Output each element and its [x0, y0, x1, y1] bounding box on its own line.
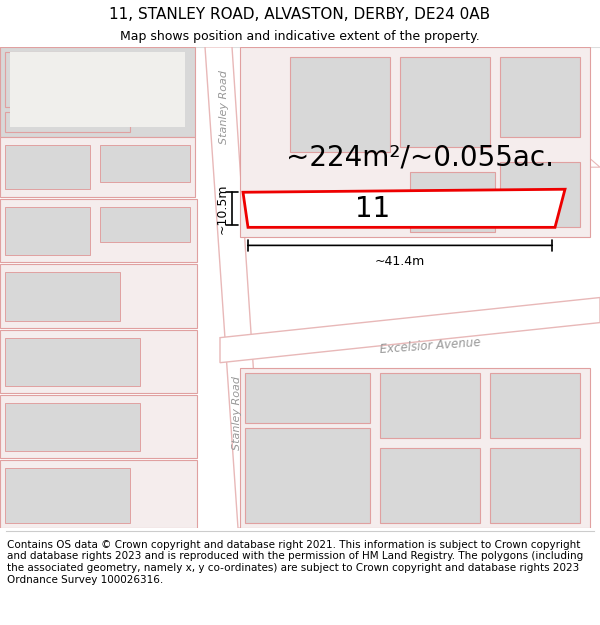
Polygon shape [500, 162, 580, 228]
Polygon shape [5, 112, 130, 132]
Polygon shape [380, 448, 480, 523]
Text: Contains OS data © Crown copyright and database right 2021. This information is : Contains OS data © Crown copyright and d… [7, 540, 583, 584]
Polygon shape [5, 272, 120, 321]
Text: ~41.4m: ~41.4m [375, 256, 425, 268]
Polygon shape [0, 137, 195, 198]
Polygon shape [245, 428, 370, 523]
Text: Stanley Road: Stanley Road [232, 376, 242, 450]
Polygon shape [500, 57, 580, 137]
Polygon shape [245, 372, 370, 423]
Polygon shape [0, 47, 195, 137]
Polygon shape [205, 47, 264, 528]
Polygon shape [0, 395, 197, 458]
Text: ~224m²/~0.055ac.: ~224m²/~0.055ac. [286, 143, 554, 171]
Text: Map shows position and indicative extent of the property.: Map shows position and indicative extent… [120, 30, 480, 43]
Polygon shape [100, 208, 190, 242]
Polygon shape [0, 264, 197, 328]
Polygon shape [0, 329, 197, 392]
Polygon shape [400, 57, 490, 147]
Polygon shape [490, 372, 580, 438]
Polygon shape [290, 57, 390, 152]
Polygon shape [100, 145, 190, 182]
Polygon shape [5, 338, 140, 386]
Polygon shape [5, 402, 140, 451]
Polygon shape [243, 189, 565, 228]
Text: ~10.5m: ~10.5m [216, 183, 229, 234]
Polygon shape [0, 199, 197, 262]
Polygon shape [5, 145, 90, 189]
Polygon shape [240, 368, 590, 528]
Polygon shape [5, 208, 90, 256]
Polygon shape [410, 173, 495, 232]
Polygon shape [5, 52, 90, 107]
Polygon shape [490, 448, 580, 523]
Text: 11: 11 [355, 195, 391, 223]
Polygon shape [10, 52, 185, 127]
Polygon shape [0, 460, 197, 528]
Polygon shape [5, 468, 130, 523]
Polygon shape [430, 47, 600, 167]
Polygon shape [380, 372, 480, 438]
Text: 11, STANLEY ROAD, ALVASTON, DERBY, DE24 0AB: 11, STANLEY ROAD, ALVASTON, DERBY, DE24 … [109, 6, 491, 21]
Polygon shape [240, 47, 590, 238]
Polygon shape [220, 298, 600, 362]
Text: Excelsior Avenue: Excelsior Avenue [379, 336, 481, 356]
Text: Stanley Road: Stanley Road [219, 70, 229, 144]
